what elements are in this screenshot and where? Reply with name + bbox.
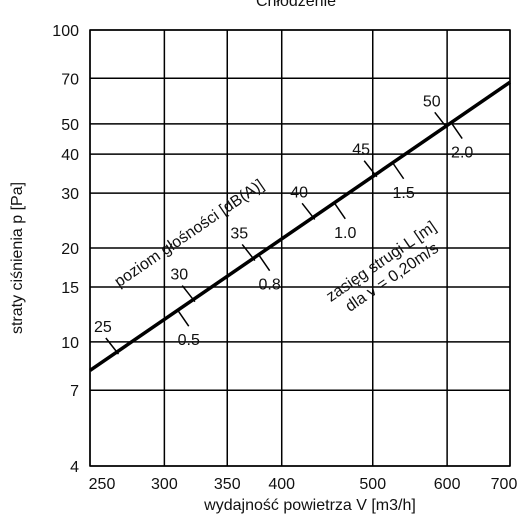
throw-distance-value: 1.0 — [334, 225, 356, 242]
throw-distance-value: 1.5 — [393, 185, 415, 202]
throw-distance-tick — [333, 202, 346, 220]
y-tick-label: 40 — [61, 147, 79, 164]
plot-frame — [89, 29, 511, 467]
throw-distance-tick — [177, 309, 190, 327]
y-tick-label: 4 — [70, 459, 79, 476]
chart-title: Chłodzenie — [256, 0, 336, 10]
throw-distance-value: 2.0 — [451, 145, 473, 162]
x-tick-label: 350 — [214, 476, 241, 493]
x-tick-label: 250 — [89, 476, 116, 493]
throw-distance-value: 0.5 — [178, 332, 200, 349]
y-tick-label: 20 — [61, 241, 79, 258]
annotations: 25 30 35 40 45 50 0.5 0.8 1.0 1.5 2.0 — [94, 93, 473, 355]
x-tick-label: 300 — [151, 476, 178, 493]
x-tick-label: 500 — [359, 476, 386, 493]
noise-level-value: 30 — [170, 267, 188, 284]
y-tick-label: 15 — [61, 280, 79, 297]
noise-level-value: 50 — [423, 93, 441, 110]
y-tick-label: 7 — [70, 383, 79, 400]
y-axis-title: straty ciśnienia p [Pa] — [9, 182, 26, 334]
series-line — [89, 80, 511, 372]
throw-distance-tick — [392, 162, 405, 180]
noise-level-value: 25 — [94, 319, 112, 336]
series-lines — [89, 80, 511, 372]
y-tick-label: 70 — [61, 71, 79, 88]
noise-level-value: 45 — [352, 142, 370, 159]
throw-distance-value: 0.8 — [259, 277, 281, 294]
tick-labels: 250 300 350 400 500 600 700 4 7 10 15 20 30 40 50 70 100 — [52, 23, 517, 493]
x-axis-title: wydajność powietrza V [m3/h] — [203, 497, 416, 514]
y-tick-label: 100 — [52, 23, 79, 40]
noise-level-value: 35 — [230, 225, 248, 242]
throw-distance-tick — [258, 254, 271, 272]
throw-distance-tick — [450, 122, 463, 140]
noise-level-value: 40 — [290, 184, 308, 201]
x-tick-label: 600 — [434, 476, 461, 493]
y-tick-label: 50 — [61, 117, 79, 134]
y-tick-label: 30 — [61, 186, 79, 203]
y-tick-label: 10 — [61, 335, 79, 352]
x-tick-label: 700 — [491, 476, 518, 493]
x-tick-label: 400 — [268, 476, 295, 493]
